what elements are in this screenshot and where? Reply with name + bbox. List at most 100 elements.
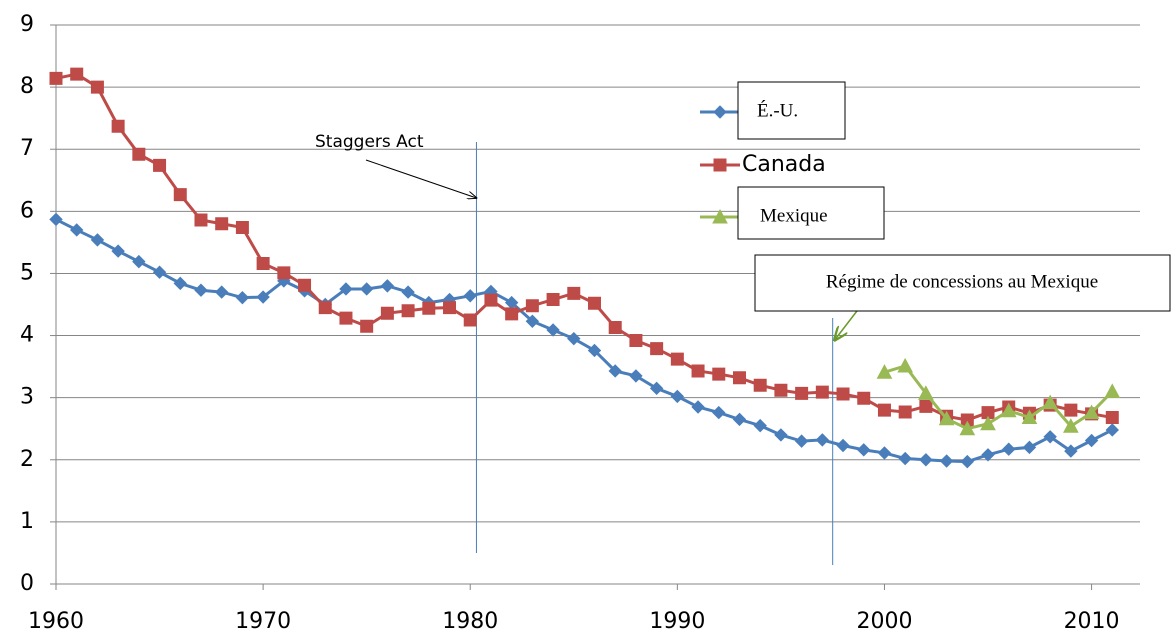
data-point: [1021, 409, 1038, 425]
y-tick-label: 3: [20, 385, 34, 410]
data-point: [567, 331, 581, 346]
data-point: [1064, 444, 1078, 458]
data-point: [670, 389, 685, 404]
data-point: [235, 220, 249, 234]
legend-label: Mexique: [760, 205, 828, 226]
data-point: [938, 410, 955, 426]
y-tick-label: 8: [20, 74, 34, 99]
data-point: [277, 266, 291, 280]
data-point: [463, 313, 477, 327]
data-point: [215, 217, 229, 231]
data-point: [70, 67, 84, 81]
annotations: Staggers Act Régime de concessions au Mex…: [315, 132, 1171, 565]
data-point: [1105, 411, 1119, 425]
series-line: [884, 364, 1114, 431]
x-tick-label: 2000: [856, 609, 912, 634]
data-point: [49, 71, 63, 85]
data-point: [1043, 430, 1057, 444]
data-point: [897, 357, 914, 373]
y-tick-label: 6: [20, 198, 34, 223]
data-point: [380, 306, 394, 320]
data-point: [857, 391, 871, 405]
data-point: [318, 301, 332, 315]
data-point: [1064, 403, 1078, 417]
data-point: [877, 446, 892, 460]
data-point: [670, 352, 684, 366]
data-point: [152, 265, 167, 279]
data-point: [256, 290, 270, 304]
data-point: [525, 314, 540, 328]
data-point: [629, 369, 643, 383]
data-point: [588, 296, 601, 310]
data-point: [359, 282, 374, 296]
legend: É.-U. Canada Mexique: [700, 81, 885, 240]
data-point: [980, 415, 996, 431]
data-point: [753, 378, 767, 392]
data-point: [360, 319, 374, 333]
data-point: [111, 119, 125, 133]
legend-box: [737, 81, 846, 140]
data-point: [919, 453, 933, 467]
data-point: [339, 282, 353, 296]
data-point: [959, 420, 976, 436]
data-point: [1063, 418, 1079, 433]
data-point: [608, 364, 622, 378]
annotation-box: [754, 254, 1171, 312]
data-point: [691, 364, 705, 378]
y-tick-label: 4: [20, 323, 34, 348]
data-point: [712, 367, 726, 381]
annotation-text: Régime de concessions au Mexique: [826, 271, 1098, 292]
data-point: [794, 434, 809, 448]
y-tick-label: 9: [20, 12, 34, 37]
data-point: [857, 443, 871, 457]
data-point: [918, 385, 934, 400]
data-point: [173, 188, 187, 202]
y-tick-label: 2: [20, 447, 34, 472]
data-point: [214, 285, 229, 299]
data-point: [815, 433, 830, 447]
x-tick-label: 2010: [1064, 609, 1120, 634]
data-point: [235, 290, 250, 305]
y-tick-label: 5: [20, 260, 34, 285]
grid: 0 1 2 3 4 5 6 7 8 9 1960 1970 1980 1990 2000 2010: [20, 12, 1140, 634]
annotation-text: Staggers Act: [315, 132, 424, 152]
data-point: [525, 299, 539, 313]
data-point: [712, 405, 726, 420]
y-tick-label: 1: [20, 509, 34, 534]
data-point: [298, 278, 312, 292]
data-point: [877, 403, 891, 417]
data-point: [732, 371, 746, 385]
data-point: [774, 383, 788, 397]
data-point: [774, 428, 788, 442]
data-point: [90, 80, 104, 94]
data-point: [898, 451, 912, 466]
data-point: [815, 385, 829, 399]
data-point: [111, 244, 125, 258]
data-point: [1105, 423, 1119, 437]
data-point: [401, 304, 415, 318]
legend-label: É.-U.: [757, 99, 798, 121]
data-point: [753, 418, 767, 433]
data-point: [401, 285, 415, 299]
data-point: [546, 293, 560, 307]
data-point: [194, 213, 208, 227]
data-point: [380, 279, 395, 293]
y-tick-label: 7: [20, 136, 34, 161]
data-point: [567, 286, 581, 300]
data-point: [629, 334, 643, 348]
data-point: [546, 323, 560, 337]
data-point: [132, 254, 146, 269]
plot: [49, 67, 1121, 469]
data-point: [960, 454, 975, 469]
data-point: [691, 400, 705, 414]
data-point: [587, 343, 602, 358]
data-point: [836, 387, 850, 401]
data-point: [1042, 394, 1058, 410]
legend-label: Canada: [742, 152, 826, 177]
x-tick-label: 1970: [235, 609, 291, 634]
data-point: [919, 399, 933, 413]
data-point: [981, 448, 995, 462]
data-point: [339, 311, 353, 325]
x-tick-label: 1990: [649, 609, 705, 634]
